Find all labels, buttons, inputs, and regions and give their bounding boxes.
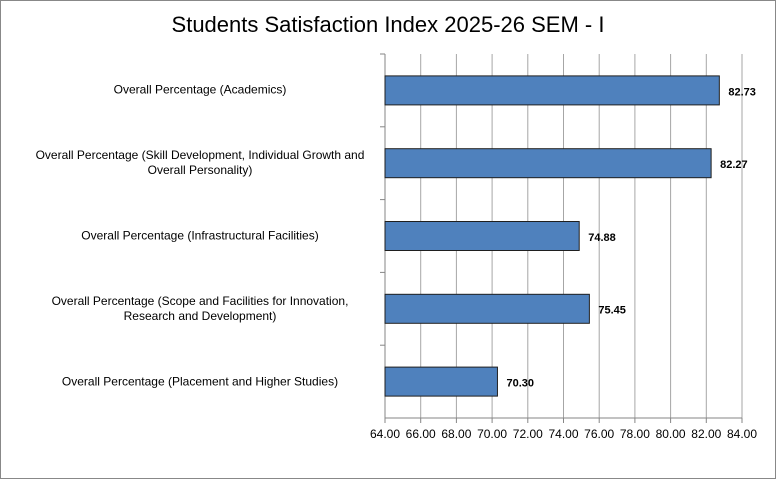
bar xyxy=(384,293,590,324)
data-label: 74.88 xyxy=(588,232,616,244)
y-tick-label: Overall Percentage (Placement and Higher… xyxy=(61,374,339,389)
y-tick-label: Overall Percentage (Infrastructural Faci… xyxy=(81,228,319,243)
y-tick-label: Overall Percentage (Skill Development, I… xyxy=(35,148,365,178)
bar xyxy=(384,148,712,179)
x-tick-label: 80.00 xyxy=(656,427,686,441)
chart-title: Students Satisfaction Index 2025-26 SEM … xyxy=(172,12,605,37)
x-tick-label: 84.00 xyxy=(727,427,757,441)
x-tick-label: 68.00 xyxy=(441,427,471,441)
bar xyxy=(384,221,580,251)
data-label: 70.30 xyxy=(506,378,534,390)
y-tick-label: Overall Percentage (Scope and Facilities… xyxy=(51,293,349,323)
data-label: 75.45 xyxy=(598,305,626,317)
x-tick-label: 70.00 xyxy=(477,427,507,441)
x-tick-label: 74.00 xyxy=(548,427,578,441)
x-tick-label: 72.00 xyxy=(513,427,543,441)
data-label: 82.27 xyxy=(720,159,748,171)
x-tick-label: 66.00 xyxy=(406,427,436,441)
data-label: 82.73 xyxy=(728,86,756,98)
bar xyxy=(384,75,720,106)
bar xyxy=(384,366,498,397)
x-tick-label: 82.00 xyxy=(691,427,721,441)
x-tick-label: 78.00 xyxy=(620,427,650,441)
x-tick-label: 64.00 xyxy=(370,427,400,441)
x-tick-label: 76.00 xyxy=(584,427,614,441)
y-tick-label: Overall Percentage (Academics) xyxy=(113,82,287,97)
